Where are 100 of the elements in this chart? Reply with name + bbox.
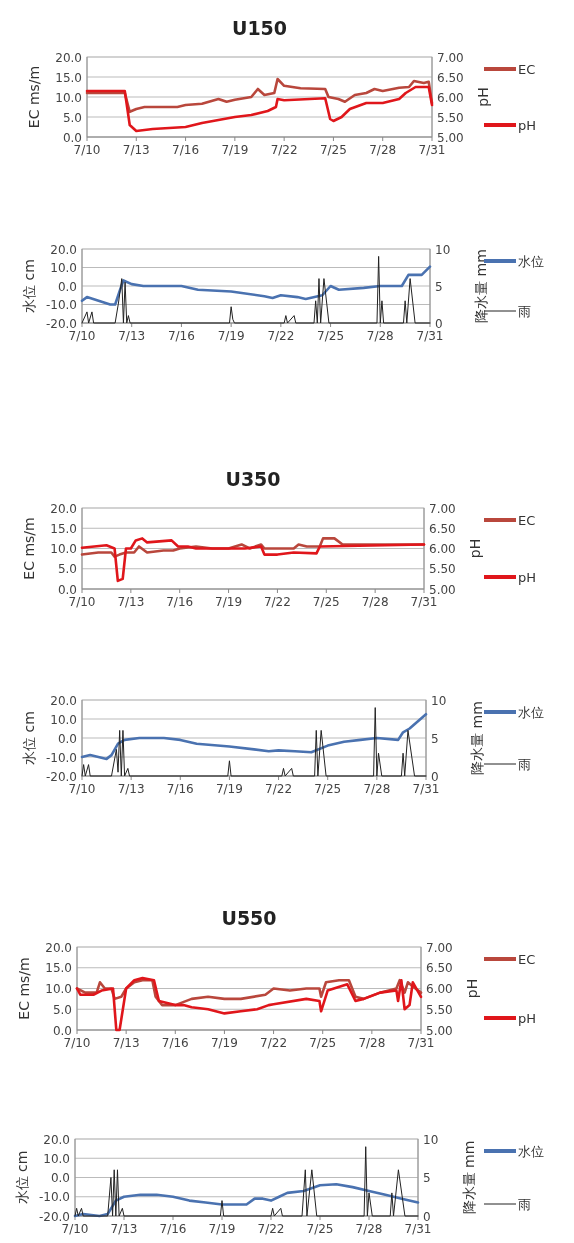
x-tick-label: 7/13 bbox=[122, 143, 150, 157]
x-tick-label: 7/13 bbox=[117, 595, 145, 609]
y2-tick-label: 0 bbox=[431, 769, 439, 784]
y-tick-label: 20.0 bbox=[50, 693, 77, 708]
y-tick-label: 20.0 bbox=[43, 1132, 70, 1147]
legend-label: 水位 bbox=[518, 254, 544, 269]
x-tick-label: 7/28 bbox=[355, 1222, 383, 1236]
x-tick-label: 7/16 bbox=[166, 782, 194, 796]
x-tick-label: 7/16 bbox=[172, 143, 200, 157]
y-tick-label: 20.0 bbox=[50, 242, 77, 257]
x-tick-label: 7/31 bbox=[404, 1222, 432, 1236]
y-tick-label: -20.0 bbox=[45, 769, 77, 784]
x-tick-label: 7/16 bbox=[159, 1222, 187, 1236]
x-tick-label: 7/31 bbox=[407, 1036, 435, 1050]
y-tick-label: 10.0 bbox=[50, 712, 77, 727]
y2-tick-label: 6.50 bbox=[426, 961, 453, 976]
y-tick-label: 10.0 bbox=[50, 261, 77, 275]
x-tick-label: 7/31 bbox=[418, 143, 446, 157]
x-tick-label: 7/16 bbox=[167, 329, 195, 343]
y-axis-title: 水位 cm bbox=[14, 1150, 30, 1205]
x-tick-label: 7/10 bbox=[61, 1222, 89, 1236]
legend-label: pH bbox=[518, 1011, 537, 1026]
y2-tick-label: 5.00 bbox=[429, 582, 456, 597]
chart-title: U150 bbox=[231, 17, 288, 39]
x-tick-label: 7/25 bbox=[319, 143, 347, 157]
x-tick-label: 7/19 bbox=[210, 1036, 238, 1050]
chart-title: U550 bbox=[221, 907, 277, 929]
y-tick-label: 0.0 bbox=[57, 582, 77, 597]
y2-tick-label: 5.00 bbox=[426, 1023, 453, 1038]
legend-label: 雨 bbox=[518, 1197, 531, 1212]
y2-tick-label: 7.00 bbox=[437, 50, 464, 65]
y2-tick-label: 5 bbox=[431, 731, 439, 746]
y2-tick-label: 7.00 bbox=[429, 501, 456, 516]
legend-label: pH bbox=[518, 118, 537, 133]
y-tick-label: 0.0 bbox=[57, 731, 77, 746]
x-tick-label: 7/25 bbox=[314, 782, 342, 796]
y-tick-label: 20.0 bbox=[55, 50, 82, 65]
y-tick-label: 10.0 bbox=[50, 542, 77, 556]
y-tick-label: 15.0 bbox=[45, 961, 72, 976]
x-tick-label: 7/19 bbox=[221, 143, 249, 157]
y2-axis-title: 降水量 mm bbox=[461, 1140, 477, 1215]
y-tick-label: 5.0 bbox=[52, 1002, 72, 1017]
y2-tick-label: 10 bbox=[435, 242, 451, 257]
legend-label: 水位 bbox=[518, 705, 544, 720]
x-tick-label: 7/10 bbox=[68, 782, 96, 796]
y2-tick-label: 6.50 bbox=[437, 70, 464, 85]
y-tick-label: -10.0 bbox=[45, 298, 77, 312]
x-tick-label: 7/22 bbox=[270, 143, 298, 157]
y2-tick-label: 5.50 bbox=[437, 110, 464, 125]
y2-axis-title: pH bbox=[467, 538, 483, 559]
y-axis-title: EC ms/m bbox=[16, 957, 32, 1020]
y-axis-title: 水位 cm bbox=[21, 259, 37, 313]
legend-label: EC bbox=[518, 62, 536, 77]
y2-tick-label: 5.00 bbox=[437, 130, 464, 145]
y2-tick-label: 6.00 bbox=[429, 542, 456, 556]
y2-tick-label: 5 bbox=[423, 1171, 431, 1185]
x-tick-label: 7/10 bbox=[73, 143, 101, 157]
y-tick-label: 0.0 bbox=[50, 1171, 70, 1185]
x-tick-label: 7/19 bbox=[215, 595, 243, 609]
x-tick-label: 7/28 bbox=[369, 143, 397, 157]
x-tick-label: 7/28 bbox=[361, 595, 389, 609]
y2-tick-label: 5.50 bbox=[426, 1002, 453, 1017]
y2-axis-title: 降水量 mm bbox=[473, 249, 489, 323]
x-tick-label: 7/13 bbox=[117, 782, 145, 796]
x-tick-label: 7/22 bbox=[265, 782, 293, 796]
y-tick-label: -10.0 bbox=[38, 1190, 70, 1205]
y2-tick-label: 5 bbox=[435, 279, 443, 294]
x-tick-label: 7/13 bbox=[110, 1222, 138, 1236]
x-tick-label: 7/31 bbox=[412, 782, 440, 796]
legend-label: 水位 bbox=[518, 1144, 544, 1159]
y-tick-label: 5.0 bbox=[62, 110, 82, 125]
x-tick-label: 7/25 bbox=[317, 329, 345, 343]
legend-label: pH bbox=[518, 570, 537, 585]
y2-axis-title: pH bbox=[475, 87, 491, 107]
x-tick-label: 7/22 bbox=[263, 595, 291, 609]
y-tick-label: 10.0 bbox=[55, 90, 82, 105]
y-tick-label: 10.0 bbox=[43, 1151, 70, 1166]
y-axis-title: EC ms/m bbox=[26, 65, 42, 129]
y-tick-label: 0.0 bbox=[52, 1023, 72, 1038]
y-tick-label: 0.0 bbox=[57, 279, 77, 294]
y-tick-label: 10.0 bbox=[45, 982, 72, 996]
x-tick-label: 7/28 bbox=[363, 782, 391, 796]
y2-tick-label: 6.50 bbox=[429, 521, 456, 536]
x-tick-label: 7/16 bbox=[161, 1036, 189, 1050]
x-tick-label: 7/28 bbox=[366, 329, 394, 343]
x-tick-label: 7/22 bbox=[257, 1222, 285, 1236]
x-tick-label: 7/19 bbox=[215, 782, 243, 796]
y-tick-label: -20.0 bbox=[38, 1209, 70, 1224]
x-tick-label: 7/25 bbox=[309, 1036, 337, 1050]
chart-title: U350 bbox=[225, 468, 281, 490]
y-tick-label: 20.0 bbox=[45, 940, 72, 955]
x-tick-label: 7/22 bbox=[260, 1036, 288, 1050]
y2-tick-label: 10 bbox=[423, 1132, 439, 1147]
x-tick-label: 7/28 bbox=[358, 1036, 386, 1050]
y-tick-label: 0.0 bbox=[62, 130, 82, 145]
y-tick-label: -10.0 bbox=[45, 750, 77, 765]
x-tick-label: 7/13 bbox=[118, 329, 146, 343]
y-tick-label: 5.0 bbox=[57, 562, 77, 577]
y-axis-title: 水位 cm bbox=[21, 711, 37, 765]
y2-tick-label: 5.50 bbox=[429, 562, 456, 577]
